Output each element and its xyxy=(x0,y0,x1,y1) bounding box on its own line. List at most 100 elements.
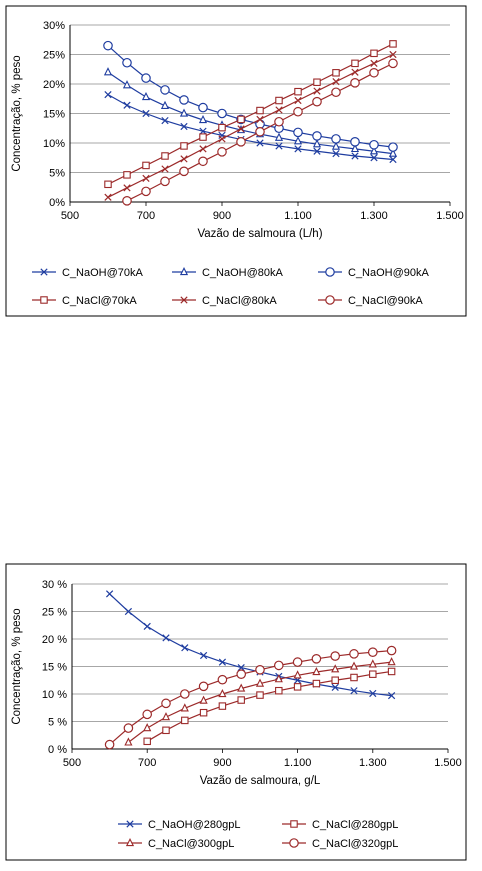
data-point xyxy=(103,67,113,76)
data-point xyxy=(199,651,208,660)
data-point xyxy=(162,634,170,642)
data-point xyxy=(104,739,115,750)
data-point xyxy=(217,674,228,685)
data-point xyxy=(199,145,207,153)
data-point xyxy=(350,137,360,147)
data-point xyxy=(124,607,133,616)
legend-marker xyxy=(325,295,335,305)
data-point xyxy=(104,180,112,189)
y-tick-label: 5 % xyxy=(48,717,67,729)
data-point xyxy=(218,123,226,132)
data-point xyxy=(218,135,226,143)
data-point xyxy=(330,651,340,661)
data-point xyxy=(142,709,152,720)
data-point xyxy=(198,114,208,124)
legend-item: C_NaCl@70kA xyxy=(32,295,137,307)
data-point xyxy=(275,96,283,105)
legend-item: C_NaOH@90kA xyxy=(318,267,430,279)
data-point xyxy=(217,147,227,157)
data-point xyxy=(349,661,359,670)
data-point xyxy=(180,142,188,150)
data-point xyxy=(294,96,302,105)
legend-label: C_NaCl@70kA xyxy=(62,295,137,307)
legend-item: C_NaCl@300gpL xyxy=(118,837,234,850)
legend-item: C_NaOH@80kA xyxy=(172,266,284,279)
data-point xyxy=(198,681,209,692)
data-point xyxy=(180,689,190,699)
data-point xyxy=(198,156,208,167)
data-point xyxy=(161,698,171,709)
data-point xyxy=(368,659,377,668)
y-tick-label: 0% xyxy=(49,197,65,209)
data-point xyxy=(386,645,397,656)
data-point xyxy=(104,90,112,99)
data-point xyxy=(351,68,359,76)
data-point xyxy=(293,127,303,138)
data-point xyxy=(311,654,322,664)
series-line xyxy=(107,71,394,155)
data-point xyxy=(180,703,189,712)
legend-label: C_NaOH@280gpL xyxy=(148,819,241,831)
data-point xyxy=(293,683,302,691)
data-point xyxy=(387,692,396,700)
data-point xyxy=(387,657,396,666)
x-tick-label: 1.500 xyxy=(434,757,462,769)
x-tick-label: 1.500 xyxy=(436,210,464,222)
data-point xyxy=(350,687,358,695)
data-point xyxy=(274,674,283,683)
data-point xyxy=(389,50,397,59)
data-point xyxy=(161,165,169,173)
data-point xyxy=(312,96,322,107)
data-point xyxy=(217,108,227,119)
data-point xyxy=(293,106,303,117)
data-point xyxy=(331,87,341,98)
data-point xyxy=(350,78,360,88)
y-tick-label: 15% xyxy=(43,109,65,121)
data-point xyxy=(293,670,302,679)
legend-marker xyxy=(126,820,134,828)
series-c-naoh-90ka xyxy=(103,40,398,152)
y-tick-label: 15 % xyxy=(42,662,67,674)
data-point xyxy=(124,737,133,746)
data-point xyxy=(161,116,169,125)
legend-label: C_NaCl@280gpL xyxy=(312,819,398,831)
data-point xyxy=(331,134,341,144)
data-point xyxy=(351,152,359,160)
data-point xyxy=(313,87,321,95)
data-point xyxy=(237,683,246,692)
series-c-nacl-280gpl xyxy=(143,667,396,746)
chart-concentration-vs-flow-brine: 0 % 5 % 10 % 15 % 20 % 25 % 30 % 500 700 900 1.100… xyxy=(0,560,482,866)
data-point xyxy=(256,115,264,124)
data-point xyxy=(274,116,284,127)
x-tick-label: 700 xyxy=(137,210,155,222)
x-tick-label: 1.100 xyxy=(284,210,312,222)
data-point xyxy=(370,59,378,67)
data-point xyxy=(389,155,397,164)
data-point xyxy=(236,669,246,679)
data-point xyxy=(255,126,265,137)
x-tick-label: 1.100 xyxy=(284,757,312,769)
x-axis-label: Vazão de salmoura (L/h) xyxy=(197,228,322,240)
data-point xyxy=(237,115,245,124)
data-point xyxy=(161,152,169,160)
legend-label: C_NaCl@320gpL xyxy=(312,838,398,850)
data-point xyxy=(275,106,283,114)
data-point xyxy=(198,102,208,113)
data-point xyxy=(331,683,339,692)
data-point xyxy=(313,78,321,86)
data-point xyxy=(162,726,170,735)
data-point xyxy=(331,141,341,150)
data-point xyxy=(332,149,340,158)
data-point xyxy=(179,166,189,177)
data-point xyxy=(369,67,379,78)
data-point xyxy=(199,127,207,135)
data-point xyxy=(369,146,379,155)
data-point xyxy=(369,670,377,678)
x-tick-label: 1.300 xyxy=(359,757,387,769)
data-point xyxy=(388,142,398,152)
data-point xyxy=(122,57,132,68)
data-point xyxy=(122,80,132,89)
chart-frame xyxy=(5,563,467,861)
data-point xyxy=(160,176,170,187)
data-point xyxy=(218,702,227,710)
